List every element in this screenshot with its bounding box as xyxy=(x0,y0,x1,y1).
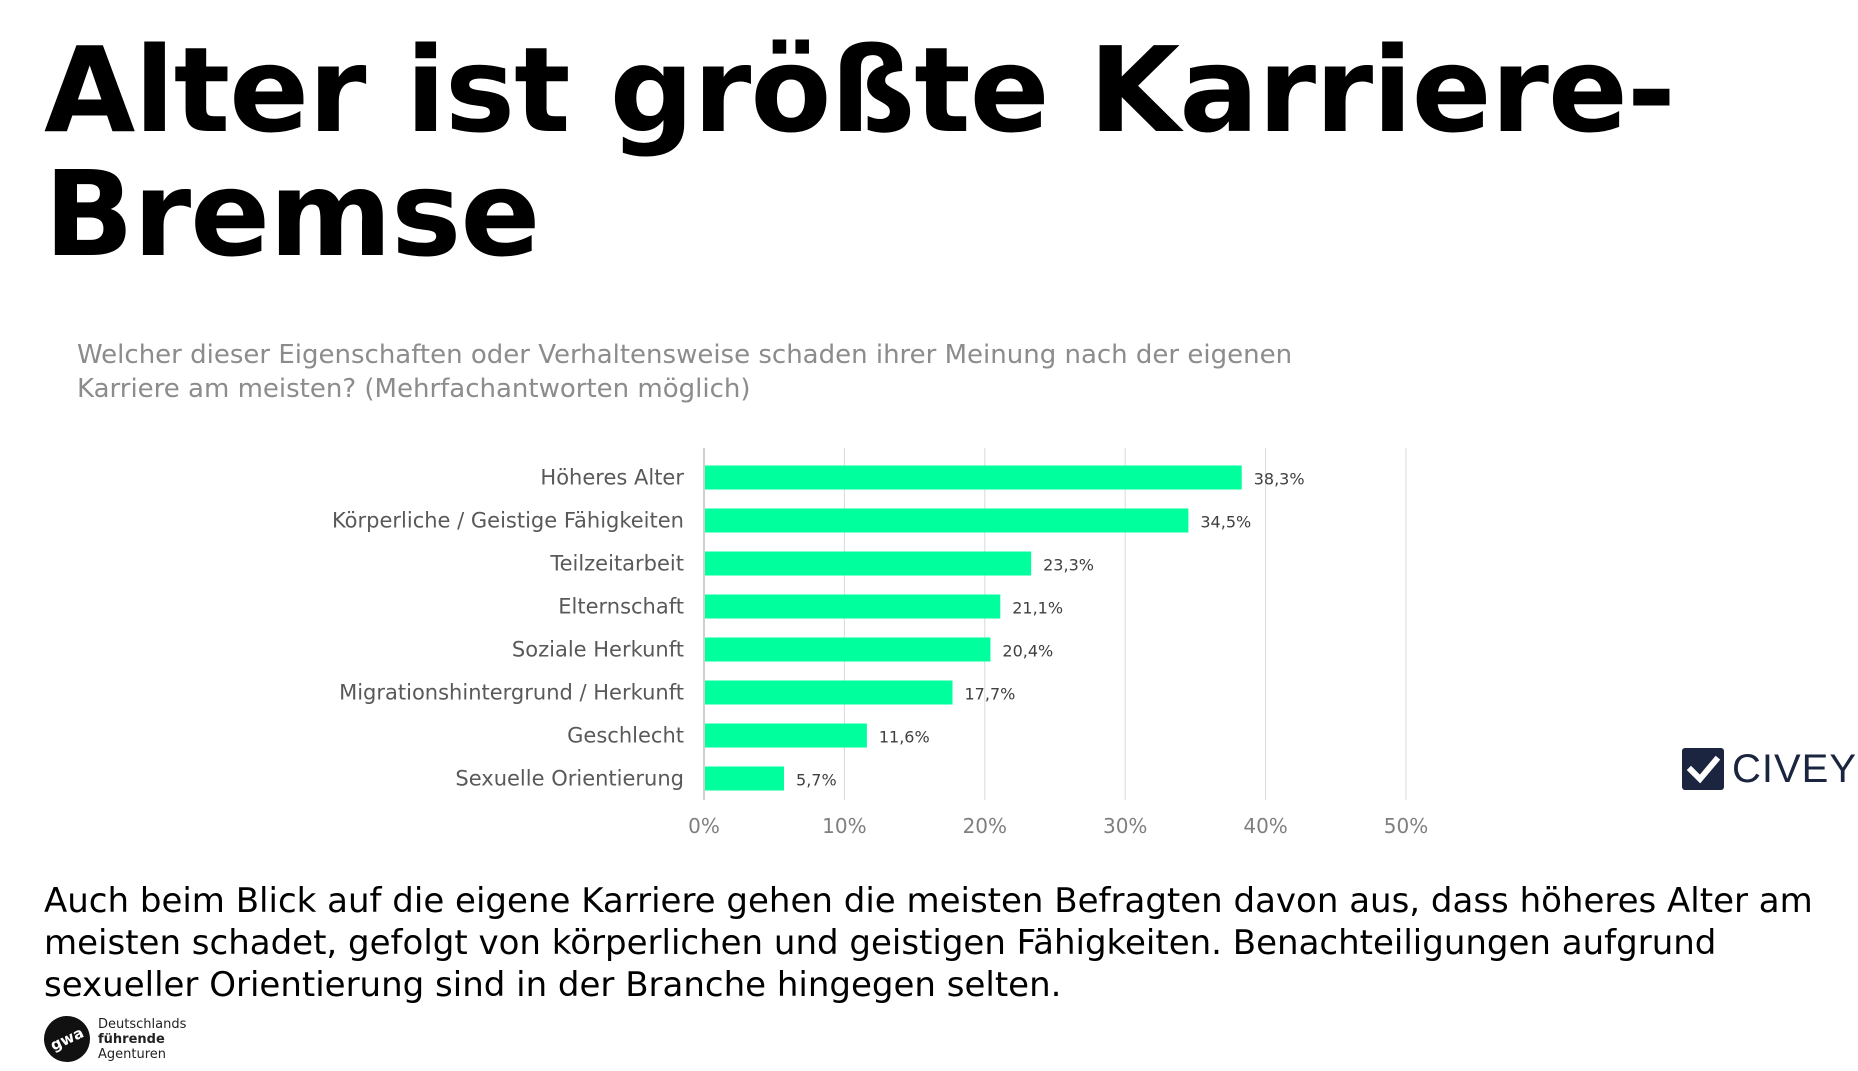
value-label: 21,1% xyxy=(1012,599,1063,618)
bar xyxy=(705,766,785,791)
gwa-logo: gwa Deutschlands führende Agenturen xyxy=(36,1008,186,1070)
value-label: 23,3% xyxy=(1043,556,1094,575)
category-label: Geschlecht xyxy=(567,724,684,748)
gwa-badge-icon: gwa xyxy=(36,1008,98,1070)
value-label: 20,4% xyxy=(1002,642,1053,661)
bar xyxy=(705,508,1189,533)
gwa-line-1: Deutschlands xyxy=(98,1016,187,1032)
chart-labels: 0% 10% 20% 30% 40% 50% Höheres Alter 38,3% Körpe… xyxy=(332,466,1428,839)
x-tick-label: 20% xyxy=(963,814,1007,838)
value-label: 38,3% xyxy=(1254,470,1305,489)
x-tick-label: 40% xyxy=(1243,814,1287,838)
bar xyxy=(705,680,953,705)
x-tick-label: 30% xyxy=(1103,814,1147,838)
summary-text: Auch beim Blick auf die eigene Karriere … xyxy=(44,881,1813,1005)
survey-question: Welcher dieser Eigenschaften oder Verhal… xyxy=(77,340,1293,404)
x-tick-label: 10% xyxy=(822,814,866,838)
bar xyxy=(705,637,991,662)
category-label: Körperliche / Geistige Fähigkeiten xyxy=(332,509,684,533)
page-title: Alter ist größte Karriere-Bremse xyxy=(44,21,1676,283)
category-label: Sexuelle Orientierung xyxy=(455,767,684,791)
chart-bars xyxy=(705,465,1242,791)
gwa-line-3: Agenturen xyxy=(98,1046,167,1062)
bar-chart: 0% 10% 20% 30% 40% 50% Höheres Alter 38,3% Körpe… xyxy=(332,448,1428,839)
civey-logo-icon xyxy=(1682,748,1724,790)
x-tick-label: 50% xyxy=(1384,814,1428,838)
bar xyxy=(705,465,1242,490)
category-label: Teilzeitarbeit xyxy=(549,552,684,576)
category-label: Migrationshintergrund / Herkunft xyxy=(339,681,684,705)
category-label: Höheres Alter xyxy=(540,466,684,490)
value-label: 17,7% xyxy=(965,685,1016,704)
x-tick-label: 0% xyxy=(688,814,720,838)
gwa-tagline: Deutschlands führende Agenturen xyxy=(98,1017,186,1062)
bar xyxy=(705,594,1001,619)
gwa-line-2: führende xyxy=(98,1031,165,1047)
bar xyxy=(705,551,1032,576)
value-label: 34,5% xyxy=(1200,513,1251,532)
value-label: 11,6% xyxy=(879,728,930,747)
value-label: 5,7% xyxy=(796,771,837,790)
bar xyxy=(705,723,867,748)
category-label: Elternschaft xyxy=(558,595,684,619)
chart-gridlines xyxy=(703,448,1407,800)
civey-logo-text: CIVEY xyxy=(1732,746,1858,791)
civey-logo: CIVEY xyxy=(1682,745,1857,793)
category-label: Soziale Herkunft xyxy=(512,638,684,662)
